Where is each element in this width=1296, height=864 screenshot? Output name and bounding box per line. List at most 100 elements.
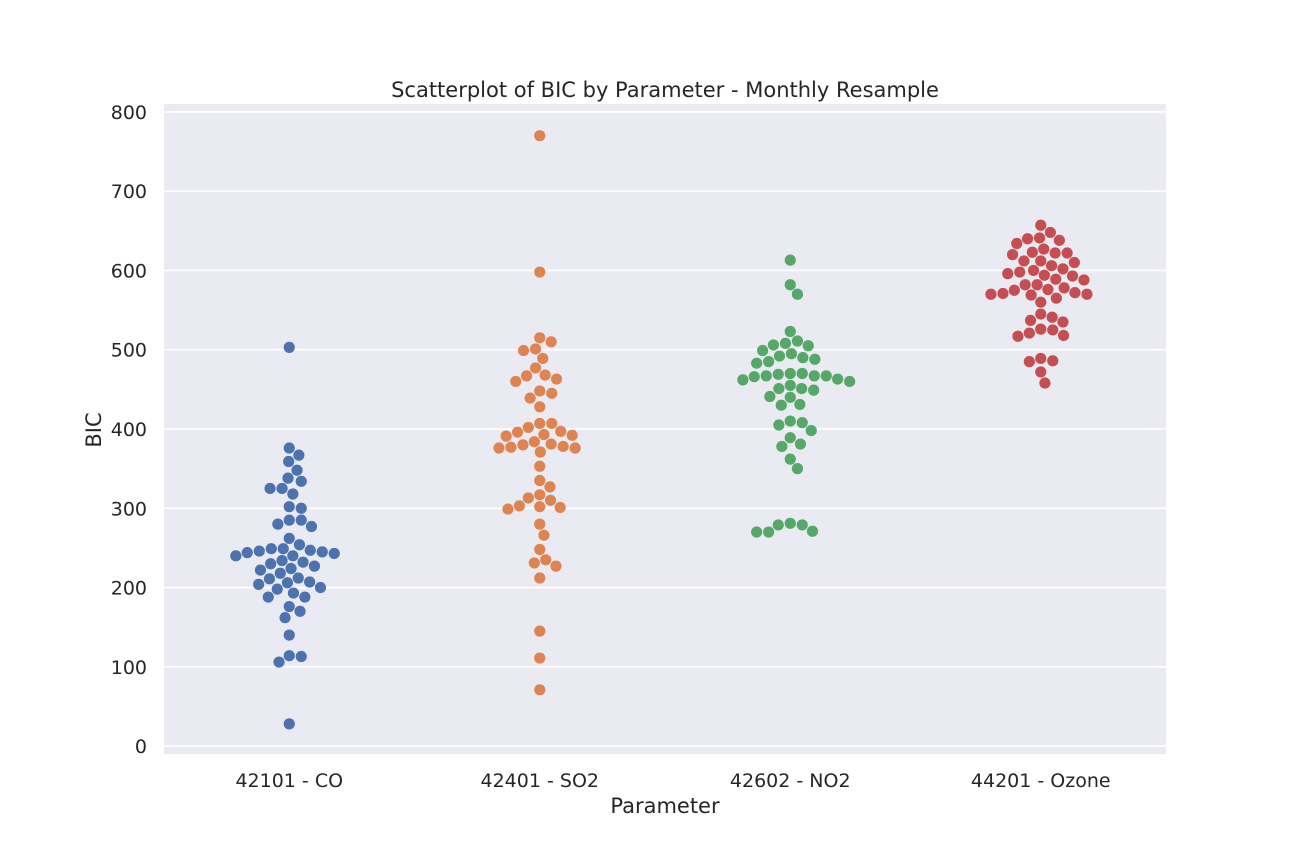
data-point	[1026, 246, 1038, 258]
data-point	[283, 718, 295, 730]
data-point	[1046, 311, 1058, 323]
data-point	[1023, 356, 1035, 368]
data-point	[785, 348, 798, 360]
data-point	[277, 543, 289, 555]
data-point	[517, 344, 530, 357]
data-point	[274, 567, 286, 579]
data-point	[844, 375, 856, 388]
data-point	[534, 460, 546, 472]
x-tick-label: 42401 - SO2	[481, 770, 599, 792]
data-point	[1044, 226, 1056, 239]
data-point	[534, 401, 546, 413]
data-point	[537, 352, 549, 365]
data-point	[751, 357, 763, 369]
y-tick-label: 300	[111, 498, 147, 520]
data-point	[295, 650, 307, 663]
y-tick-label: 0	[135, 736, 147, 758]
data-point	[550, 560, 562, 572]
data-point	[544, 494, 557, 506]
data-point	[510, 375, 522, 388]
data-point	[316, 546, 328, 558]
data-point	[784, 379, 796, 392]
y-tick-label: 800	[111, 102, 147, 124]
data-point	[555, 425, 567, 437]
data-point	[1057, 263, 1069, 275]
data-point	[534, 446, 546, 458]
data-point	[294, 605, 306, 617]
data-point	[283, 455, 295, 468]
data-point	[1035, 219, 1047, 231]
data-point	[1057, 316, 1069, 328]
data-point	[263, 573, 276, 585]
data-point	[534, 501, 546, 513]
data-point	[1014, 266, 1026, 278]
data-point	[253, 545, 265, 557]
y-axis-ticks: 0 100 200 300 400 500 600 700 800	[111, 102, 147, 758]
data-point	[314, 581, 327, 594]
data-point	[534, 543, 546, 556]
data-point	[272, 518, 284, 530]
data-point	[540, 554, 552, 566]
data-point	[283, 341, 295, 353]
data-point	[791, 463, 804, 475]
data-point	[265, 558, 277, 570]
data-point	[295, 475, 307, 487]
data-point	[737, 374, 749, 386]
data-point	[534, 518, 546, 530]
data-point	[767, 339, 780, 351]
data-point	[283, 629, 295, 641]
data-point	[784, 367, 796, 380]
data-point	[534, 489, 546, 501]
data-point	[1035, 366, 1047, 378]
data-point	[517, 439, 529, 451]
data-point	[254, 564, 267, 576]
data-point	[796, 519, 808, 531]
data-point	[1008, 284, 1020, 296]
data-point	[791, 288, 804, 300]
data-point	[1038, 269, 1050, 281]
y-tick-label: 500	[111, 340, 147, 362]
data-point	[773, 419, 785, 431]
data-point	[276, 554, 288, 567]
data-point	[522, 492, 534, 504]
data-point	[292, 572, 304, 584]
data-point	[283, 650, 295, 662]
data-point	[283, 442, 295, 454]
data-point	[513, 500, 525, 512]
data-point	[265, 543, 277, 555]
data-point	[796, 382, 808, 395]
data-point	[241, 547, 253, 559]
data-point	[534, 417, 546, 430]
data-point	[773, 382, 785, 395]
data-point	[1035, 352, 1047, 365]
data-point	[287, 550, 299, 562]
data-point	[505, 441, 517, 453]
data-point	[1061, 247, 1073, 259]
data-point	[772, 368, 784, 380]
data-point	[281, 577, 294, 589]
data-point	[775, 399, 787, 411]
data-point	[291, 464, 303, 476]
data-point	[1047, 324, 1059, 336]
data-point	[546, 417, 558, 430]
data-point	[534, 130, 546, 142]
x-tick-label: 44201 - Ozone	[971, 770, 1111, 792]
data-point	[554, 501, 566, 514]
data-point	[538, 428, 550, 441]
data-point	[773, 350, 786, 362]
data-point	[763, 526, 775, 538]
data-point	[293, 449, 305, 461]
data-point	[528, 436, 540, 448]
x-axis-label: Parameter	[610, 794, 720, 818]
x-axis-ticks: 42101 - CO 42401 - SO2 42602 - NO2 44201 - …	[235, 770, 1110, 792]
data-point	[500, 430, 512, 442]
data-point	[779, 337, 792, 349]
data-point	[287, 488, 299, 500]
data-point	[293, 539, 306, 551]
data-point	[1081, 288, 1093, 300]
data-point	[1050, 273, 1062, 285]
data-point	[1027, 264, 1040, 277]
data-point	[545, 336, 557, 348]
data-point	[805, 424, 817, 437]
